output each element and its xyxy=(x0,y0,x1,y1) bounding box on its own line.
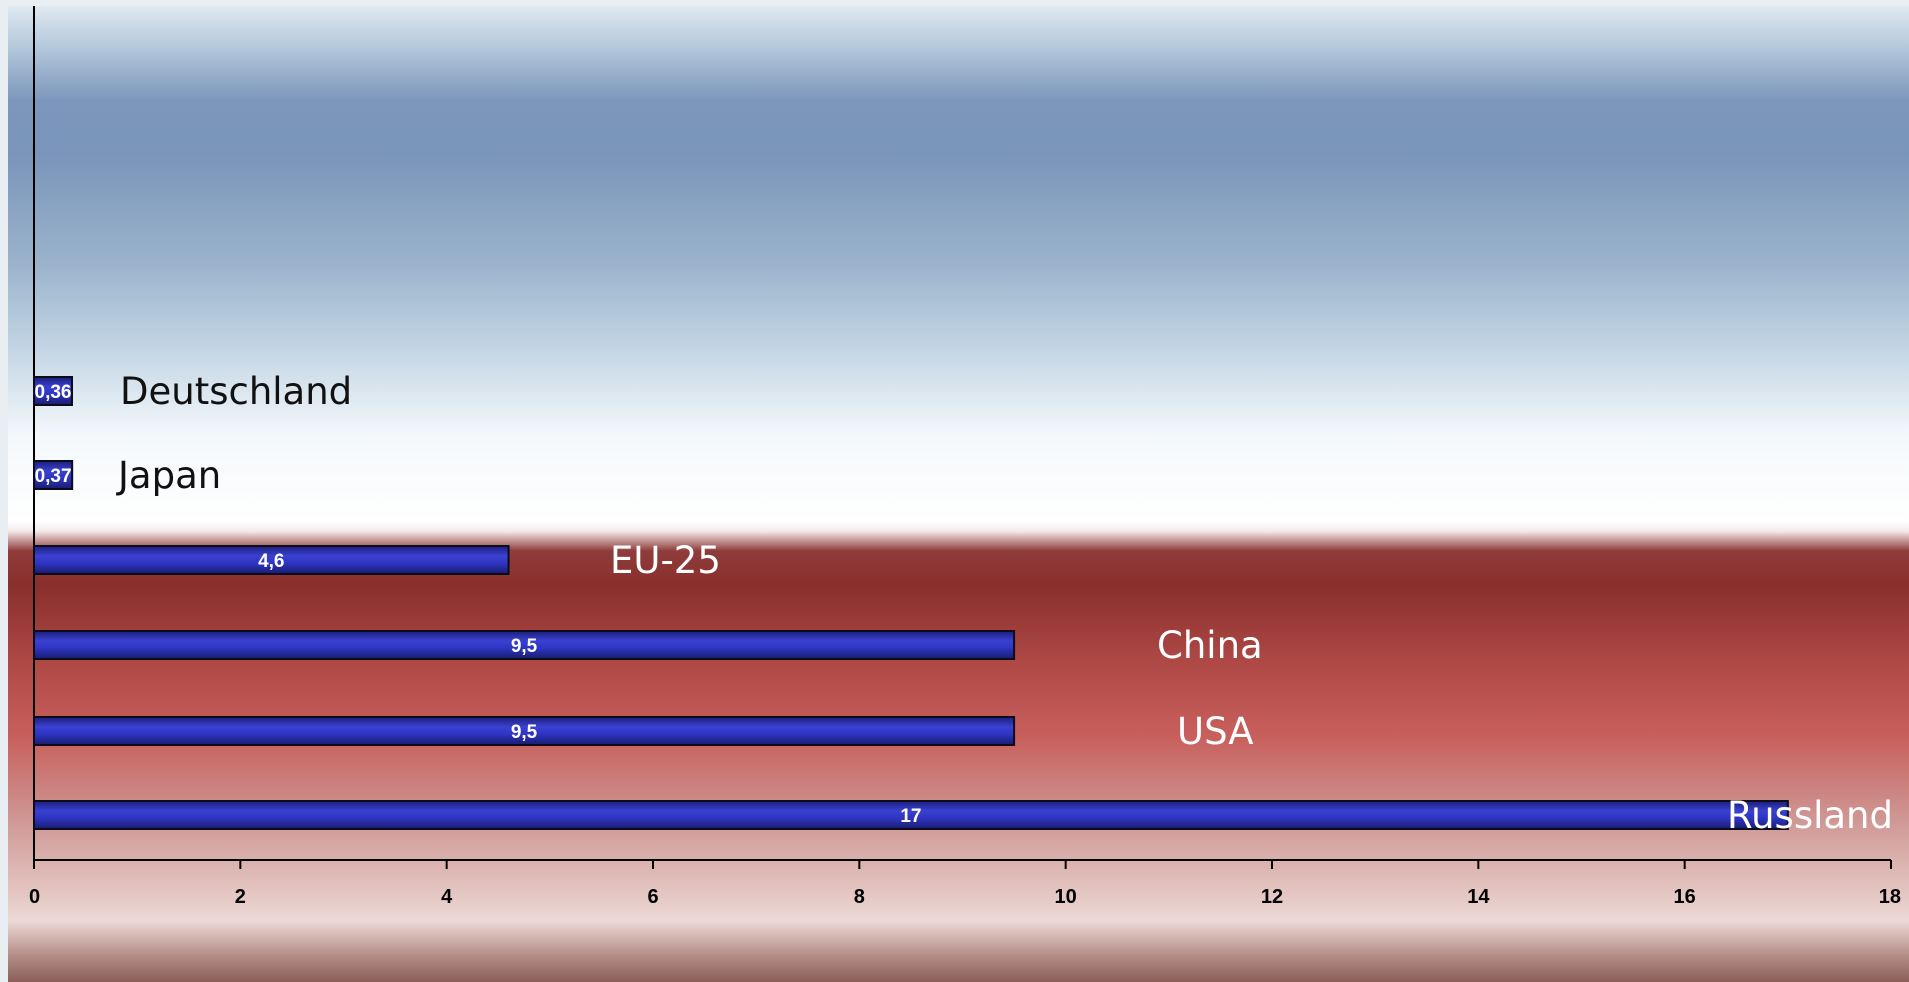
category-label: USA xyxy=(1177,710,1254,753)
bar-china xyxy=(33,630,1016,660)
x-tick-label: 2 xyxy=(235,886,246,908)
x-tick-label: 0 xyxy=(29,886,40,908)
bar-value-label: 9,5 xyxy=(511,636,538,657)
bar-value-label: 17 xyxy=(900,806,921,827)
category-label: China xyxy=(1157,624,1263,667)
category-label: Russland xyxy=(1727,794,1893,837)
bar-value-label: 9,5 xyxy=(511,722,538,743)
bar-japan xyxy=(33,460,74,490)
x-tick-label: 14 xyxy=(1467,886,1490,908)
bar-value-label: 4,6 xyxy=(258,551,284,572)
x-tick-label: 8 xyxy=(854,886,865,908)
bar-value-label: 0,37 xyxy=(35,466,72,487)
bar-usa xyxy=(33,716,1016,746)
bar-deutschland xyxy=(33,376,73,406)
x-tick-label: 18 xyxy=(1879,886,1901,908)
x-tick-label: 12 xyxy=(1261,886,1283,908)
bar-eu-25 xyxy=(33,545,510,575)
x-tick-label: 10 xyxy=(1055,886,1077,908)
category-label: EU-25 xyxy=(610,539,721,582)
category-label: Deutschland xyxy=(120,370,352,413)
x-tick-label: 16 xyxy=(1674,886,1696,908)
x-tick-label: 4 xyxy=(441,886,453,908)
category-label: Japan xyxy=(116,454,221,497)
x-tick-label: 6 xyxy=(647,886,658,908)
bar-russland xyxy=(33,800,1789,830)
bar-value-label: 0,36 xyxy=(35,382,72,403)
